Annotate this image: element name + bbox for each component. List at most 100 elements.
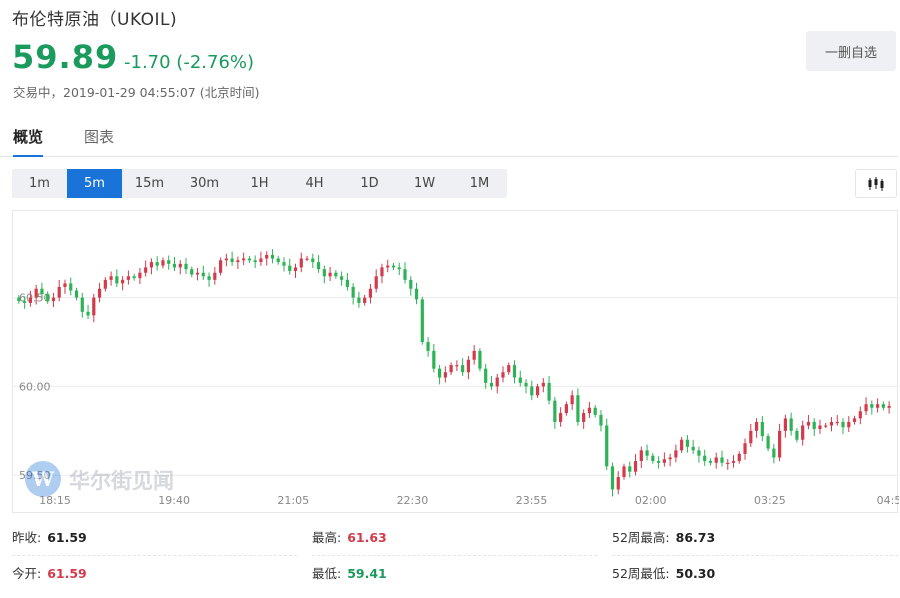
- candle-body: [282, 262, 286, 266]
- timeframe-5m[interactable]: 5m: [67, 169, 122, 198]
- tab-chart[interactable]: 图表: [84, 128, 115, 146]
- candle-body: [547, 382, 551, 401]
- timeframe-30m[interactable]: 30m: [189, 176, 220, 191]
- candle-body: [432, 350, 436, 369]
- x-tick-label: 02:00: [635, 494, 667, 507]
- candle-body: [530, 386, 534, 396]
- chart-type-button[interactable]: [855, 169, 897, 198]
- candle-body: [69, 283, 73, 291]
- candle-body: [766, 436, 770, 449]
- candle-body: [697, 450, 701, 456]
- last-price: 59.89: [12, 38, 119, 76]
- candle-body: [818, 425, 822, 430]
- prev-close-value: 61.59: [47, 530, 87, 545]
- candle-body: [605, 425, 609, 467]
- candle-body: [829, 421, 834, 426]
- candle-body: [564, 404, 568, 414]
- candle-body: [576, 395, 580, 422]
- candle-body: [783, 418, 787, 431]
- candle-body: [149, 262, 154, 268]
- timeframe-1m[interactable]: 1m: [29, 176, 50, 191]
- stat-52w-low: 52周最低: 50.30: [612, 558, 898, 592]
- timeframe-selector: 1m 5m 15m 30m 1H 4H 1D 1W 1M: [12, 169, 507, 198]
- candle-body: [484, 368, 488, 383]
- candle-body: [86, 311, 90, 316]
- candle-body: [311, 258, 315, 263]
- stat-high: 最高: 61.63: [312, 522, 597, 556]
- candle-body: [17, 297, 21, 302]
- candle-body: [403, 269, 407, 280]
- watermark-logo: W 华尔街见闻: [25, 461, 174, 497]
- timeframe-1h[interactable]: 1H: [250, 176, 269, 191]
- candle-body: [472, 350, 476, 360]
- candle-body: [651, 455, 655, 462]
- open-label: 今开:: [12, 566, 42, 581]
- candle-body: [420, 299, 424, 343]
- candle-body: [633, 461, 638, 472]
- candle-body: [789, 418, 793, 431]
- candle-body: [437, 368, 442, 378]
- w52-low-value: 50.30: [675, 566, 716, 581]
- candle-body: [610, 466, 615, 490]
- price-change: -1.70 (-2.76%): [124, 52, 255, 73]
- timeframe-1w[interactable]: 1W: [413, 176, 436, 191]
- candle-body: [386, 265, 390, 268]
- candle-body: [253, 260, 257, 263]
- candle-body: [213, 272, 217, 280]
- candle-body: [443, 372, 447, 378]
- open-value: 61.59: [47, 566, 87, 581]
- candlestick-icon: [868, 176, 884, 191]
- timeframe-15m[interactable]: 15m: [134, 176, 165, 191]
- candle-body: [691, 446, 695, 451]
- x-tick-label: 18:15: [39, 494, 71, 507]
- candle-body: [218, 260, 223, 273]
- candle-body: [772, 448, 776, 458]
- candle-body: [28, 297, 33, 303]
- timeframe-1d[interactable]: 1D: [360, 176, 379, 191]
- candle-body: [495, 377, 499, 387]
- timeframe-1mo[interactable]: 1M: [469, 176, 490, 191]
- candle-body: [841, 421, 845, 428]
- candle-body: [731, 461, 736, 463]
- candle-body: [265, 254, 269, 259]
- candle-body: [270, 254, 275, 259]
- candle-body: [881, 404, 885, 408]
- candle-body: [230, 258, 234, 263]
- candle-body: [178, 263, 182, 268]
- candle-body: [80, 297, 84, 312]
- candle-body: [40, 288, 44, 295]
- candle-body: [293, 267, 298, 271]
- candle-body: [507, 365, 511, 373]
- candle-body: [524, 382, 528, 387]
- remove-watchlist-button[interactable]: 一删自选: [806, 31, 896, 71]
- candle-body: [812, 421, 816, 430]
- svg-text:W: W: [31, 467, 55, 491]
- tab-overview[interactable]: 概览: [13, 126, 44, 157]
- candle-body: [847, 421, 851, 428]
- candle-body: [322, 269, 326, 277]
- candle-body: [726, 462, 730, 465]
- candle-body: [518, 377, 522, 383]
- candle-body: [172, 263, 177, 268]
- candle-body: [184, 263, 188, 270]
- candle-body: [334, 272, 338, 277]
- stat-prev-close: 昨收: 61.59: [12, 522, 297, 556]
- candle-body: [749, 430, 753, 444]
- candle-body: [380, 267, 384, 277]
- candle-body: [616, 477, 620, 490]
- candle-body: [363, 297, 367, 303]
- candle-body: [852, 418, 857, 422]
- candle-body: [662, 459, 666, 463]
- candle-body: [795, 430, 799, 440]
- timeframe-4h[interactable]: 4H: [305, 176, 324, 191]
- candle-body: [201, 272, 205, 277]
- candle-body: [357, 297, 361, 303]
- candle-body: [351, 286, 355, 298]
- candle-body: [858, 411, 862, 419]
- candle-body: [236, 260, 240, 263]
- y-tick-label: 60.50: [19, 292, 51, 305]
- candle-body: [708, 461, 713, 463]
- stat-52w-high: 52周最高: 86.73: [612, 522, 898, 556]
